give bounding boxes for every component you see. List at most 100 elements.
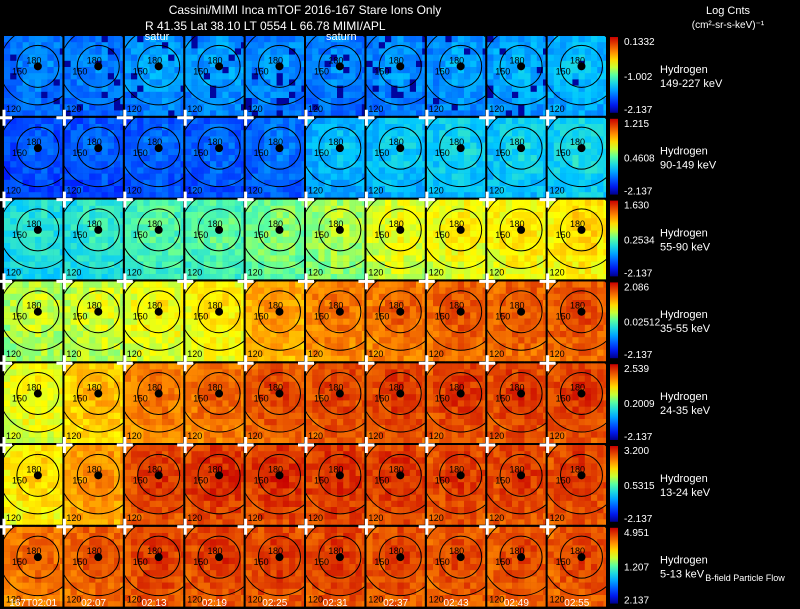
contour-label: 180 (449, 137, 464, 147)
saturn-marker (335, 553, 344, 562)
contour-label: 180 (26, 219, 41, 229)
contour-label: 150 (495, 148, 510, 158)
contour-label: 180 (268, 137, 283, 147)
contour-label: 150 (133, 148, 148, 158)
time-tick-label: 02:19 (202, 598, 227, 609)
scale-min-label: -2.137 (624, 268, 653, 279)
contour-label: 180 (449, 546, 464, 556)
outer-contour (426, 36, 486, 106)
saturn-marker (456, 225, 465, 234)
grid-cross-marker (237, 518, 254, 535)
outer-contour (124, 445, 184, 515)
saturn-marker (154, 389, 163, 398)
grid-cross-marker (298, 109, 314, 126)
saturn-marker (577, 225, 586, 234)
inner-contour (137, 44, 181, 88)
contour-label: 120 (368, 595, 383, 605)
contour-label: 150 (254, 312, 269, 322)
contour-label: 150 (314, 230, 329, 240)
contour-label: 120 (127, 104, 142, 114)
contour-label: 120 (429, 513, 444, 523)
grid-cross-marker (0, 109, 12, 126)
contour-label: 150 (435, 475, 450, 485)
contour-label: 150 (72, 557, 87, 567)
contour-label: 180 (268, 383, 283, 393)
saturn-marker (33, 62, 42, 71)
contour-label: 180 (449, 219, 464, 229)
inner-contour (559, 372, 603, 416)
scale-min-label: -2.137 (624, 350, 653, 361)
saturn-marker (275, 389, 284, 398)
contour-label: 120 (489, 595, 504, 605)
contour-label: 120 (308, 267, 323, 277)
color-scale-bar (610, 37, 618, 113)
contour-label: 120 (127, 186, 142, 196)
contour-label: 180 (510, 301, 525, 311)
contour-label: 150 (556, 148, 571, 158)
saturn-label: satur (145, 31, 170, 43)
grid-cross-marker (539, 109, 556, 126)
contour-label: 180 (268, 546, 283, 556)
contour-label: 180 (449, 383, 464, 393)
grid-cross-marker (418, 518, 435, 535)
saturn-marker (396, 389, 405, 398)
contour-label: 150 (435, 148, 450, 158)
saturn-marker (396, 553, 405, 562)
contour-label: 180 (147, 219, 162, 229)
contour-label: 180 (328, 464, 343, 474)
scale-max-label: 4.951 (624, 528, 649, 539)
contour-label: 120 (429, 431, 444, 441)
inner-contour (137, 535, 181, 579)
contour-label: 120 (6, 431, 21, 441)
outer-contour (487, 281, 546, 351)
contour-label: 150 (193, 557, 208, 567)
inner-contour (197, 453, 241, 497)
contour-label: 180 (268, 301, 283, 311)
contour-label: 120 (489, 267, 504, 277)
grid-cross-marker (116, 355, 133, 372)
outer-contour (185, 526, 244, 597)
saturn-marker (517, 62, 526, 71)
inner-contour (378, 372, 422, 416)
grid-cross-marker (237, 273, 254, 290)
species-label: Hydrogen (660, 64, 708, 76)
contour-label: 120 (66, 186, 81, 196)
contour-label: 150 (374, 394, 389, 404)
contour-label: 120 (489, 186, 504, 196)
grid-cross-marker (116, 273, 133, 290)
grid-cross-marker (177, 191, 194, 208)
inner-contour (318, 44, 362, 88)
contour-label: 180 (208, 55, 223, 65)
inner-contour (137, 453, 181, 497)
time-tick-label: 02:49 (504, 598, 529, 609)
contour-label: 180 (328, 546, 343, 556)
saturn-marker (275, 62, 284, 71)
contour-label: 180 (208, 383, 223, 393)
time-tick-label: 02:43 (443, 598, 468, 609)
species-label: Hydrogen (660, 555, 708, 567)
saturn-marker (577, 62, 586, 71)
contour-label: 120 (429, 349, 444, 359)
color-scale-bar (610, 282, 618, 359)
contour-label: 150 (435, 394, 450, 404)
outer-contour (426, 281, 486, 351)
scale-mid-label: 0.2009 (624, 399, 655, 410)
saturn-marker (154, 471, 163, 480)
time-tick-label: 02:07 (81, 598, 106, 609)
outer-contour (306, 117, 365, 188)
